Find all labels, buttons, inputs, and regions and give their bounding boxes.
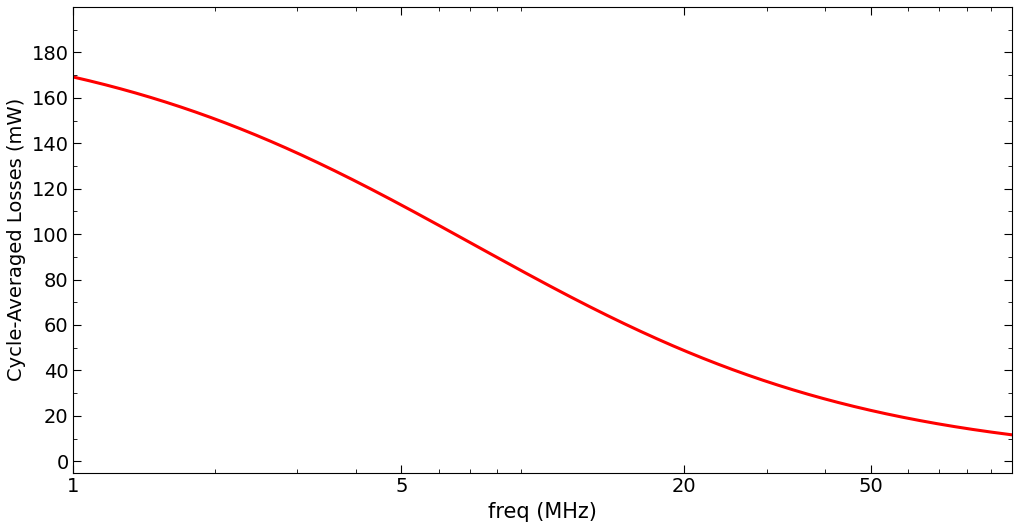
Y-axis label: Cycle-Averaged Losses (mW): Cycle-Averaged Losses (mW) <box>7 98 25 381</box>
X-axis label: freq (MHz): freq (MHz) <box>488 502 597 522</box>
